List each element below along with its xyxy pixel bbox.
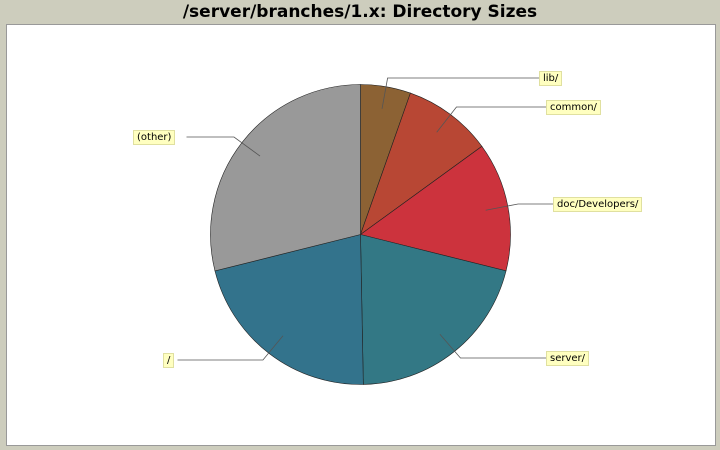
pie-slice (360, 234, 507, 385)
leader-line (381, 77, 539, 109)
slice-label: lib/ (539, 71, 563, 86)
leader-line (186, 136, 261, 157)
leader-line (485, 203, 553, 211)
leader-line (439, 333, 546, 359)
slice-label: (other) (133, 130, 176, 145)
slice-label: doc/Developers/ (553, 197, 643, 212)
slice-label: server/ (546, 351, 590, 366)
pie-slice (359, 92, 483, 236)
slice-label: common/ (546, 100, 601, 115)
slice-label: / (163, 353, 175, 368)
pie-slice (210, 84, 361, 272)
leader-line (436, 106, 546, 133)
chart-title: /server/branches/1.x: Directory Sizes (182, 2, 538, 22)
pie-slice (214, 234, 364, 385)
leader-line (177, 335, 284, 361)
